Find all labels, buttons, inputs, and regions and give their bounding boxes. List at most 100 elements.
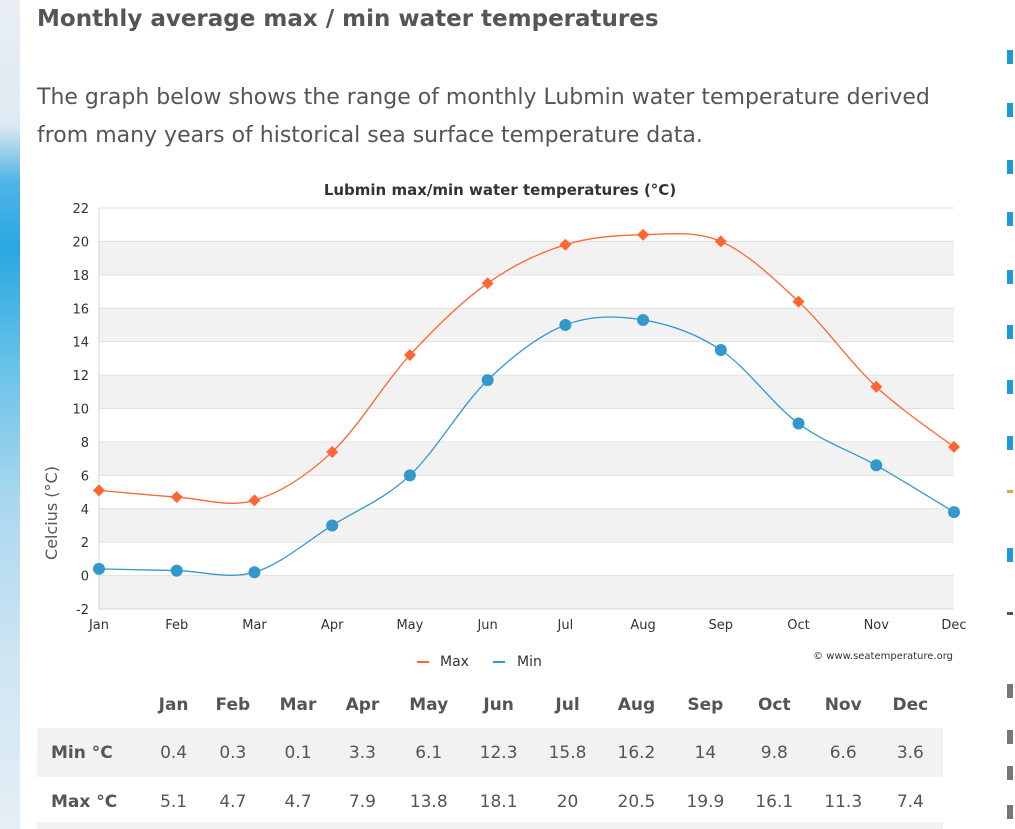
table-month-header: Sep (687, 695, 724, 715)
x-tick-label: May (396, 618, 423, 633)
plot-band (99, 308, 954, 342)
table-cell: 20.5 (617, 791, 656, 812)
table-cell: 19.9 (686, 791, 725, 812)
intro-paragraph: The graph below shows the range of month… (37, 85, 930, 148)
y-tick-label: 2 (81, 536, 89, 551)
max-point (93, 484, 105, 497)
table-cell: 9.8 (739, 728, 809, 777)
table-month-header: Aug (617, 695, 656, 715)
plot-band (99, 441, 954, 476)
table-cell: 3.3 (331, 728, 394, 777)
min-point (792, 417, 805, 430)
table-cell: 15.8 (533, 728, 602, 777)
table-month-header: May (409, 695, 449, 715)
x-tick-label: Nov (864, 618, 890, 633)
table-cell: 14 (670, 728, 740, 777)
sidebar-links-edge (1007, 0, 1015, 829)
chart-credit: © www.seatemperature.org (813, 651, 953, 662)
legend-min-label: Min (517, 654, 542, 670)
grid-lines (98, 207, 954, 610)
x-tick-label: Jul (557, 618, 574, 633)
plot-bands (99, 208, 954, 609)
x-tick-label: Mar (242, 618, 267, 633)
plot-band (99, 375, 954, 409)
table-row: Min °C 0.4 0.3 0.1 3.3 6.1 12.3 15.8 16.2 14 9.8 6.… (37, 728, 943, 777)
table-cell: 16.2 (601, 728, 671, 777)
max-point (403, 349, 416, 362)
y-tick-label: 14 (72, 336, 89, 351)
y-tick-label: 4 (81, 503, 89, 518)
min-point (93, 562, 105, 575)
table-cell: 0.1 (264, 728, 332, 777)
table-cell: 6.1 (393, 728, 465, 777)
y-tick-label: 0 (81, 570, 89, 585)
table-cell: 4.7 (219, 791, 247, 812)
temperature-table: Jan Feb Mar Apr May Jun Jul Aug Sep Oct Nov Dec Min… (37, 682, 943, 826)
table-next-row (37, 822, 943, 829)
max-point (559, 238, 572, 251)
max-point (792, 295, 805, 308)
x-axis-ticks: Jan Feb Mar Apr May Jun Jul Aug Sep Oct Nov Dec (88, 618, 967, 633)
y-tick-label: 6 (81, 469, 89, 484)
table-row: Max °C 5.1 4.7 4.7 7.9 13.8 18.1 20 20.5 19.9 16.1… (37, 777, 943, 826)
series-markers (93, 228, 960, 579)
section-heading: Monthly average max / min water temperat… (37, 6, 659, 32)
temperature-chart: -2 0 2 4 6 8 10 12 14 16 18 20 22 Jan Feb Mar Apr May Jun… (42, 181, 967, 670)
chart-title: Lubmin max/min water temperatures (°C) (324, 181, 676, 199)
table-cell: 13.8 (409, 791, 448, 812)
table-cell: 11.3 (824, 791, 863, 812)
table-cell: 3.6 (877, 728, 943, 777)
min-point (948, 506, 960, 519)
table-row-label: Min °C (37, 728, 146, 777)
x-tick-label: Jun (476, 618, 497, 633)
table-month-header: Mar (279, 695, 317, 715)
plot-band (99, 208, 954, 242)
table-cell: 7.4 (896, 791, 924, 812)
plot-band (99, 508, 954, 543)
table-body: Min °C 0.4 0.3 0.1 3.3 6.1 12.3 15.8 16.2 14 9.8 6.… (37, 728, 943, 826)
max-point (170, 491, 183, 504)
x-tick-label: Dec (941, 618, 966, 633)
max-point (714, 235, 727, 248)
y-tick-label: 10 (72, 403, 89, 418)
background-photo-strip (0, 0, 20, 829)
table-month-header: Feb (215, 695, 251, 715)
plot-band (99, 274, 954, 309)
table-cell: 20 (556, 791, 579, 812)
x-tick-label: Aug (630, 618, 655, 633)
y-tick-label: 18 (72, 269, 89, 284)
min-point (714, 344, 727, 357)
table-cell: 6.6 (808, 728, 878, 777)
plot-band (99, 408, 954, 442)
y-tick-label: 22 (72, 202, 89, 217)
max-point (948, 440, 960, 453)
plot-band (99, 241, 954, 275)
table-cell: 0.4 (146, 728, 202, 777)
y-tick-label: 20 (72, 235, 89, 250)
table-corner (37, 682, 146, 728)
plot-band (99, 575, 954, 609)
table-cell: 18.1 (479, 791, 518, 812)
x-tick-label: Jan (88, 618, 109, 633)
table-month-header: Nov (824, 695, 862, 715)
min-point (637, 313, 650, 326)
table-cell: 16.1 (755, 791, 794, 812)
min-point (248, 566, 261, 579)
table-month-header: Apr (345, 695, 380, 715)
min-point (559, 318, 572, 331)
table-cell: 12.3 (464, 728, 534, 777)
y-axis-ticks: -2 0 2 4 6 8 10 12 14 16 18 20 22 (72, 202, 89, 618)
x-tick-label: Apr (321, 618, 344, 633)
table-month-header: Oct (757, 695, 791, 715)
table-header-row: Jan Feb Mar Apr May Jun Jul Aug Sep Oct Nov Dec (37, 682, 943, 728)
legend-max-label: Max (440, 654, 469, 670)
y-axis-label: Celcius (°C) (42, 466, 61, 560)
y-tick-label: 16 (72, 302, 89, 317)
y-tick-label: 12 (72, 369, 89, 384)
min-point (170, 564, 183, 577)
min-point (481, 374, 494, 387)
table-month-header: Jun (483, 695, 514, 715)
y-tick-label: 8 (81, 436, 89, 451)
table-row-label: Max °C (51, 791, 118, 812)
max-point (248, 494, 261, 507)
